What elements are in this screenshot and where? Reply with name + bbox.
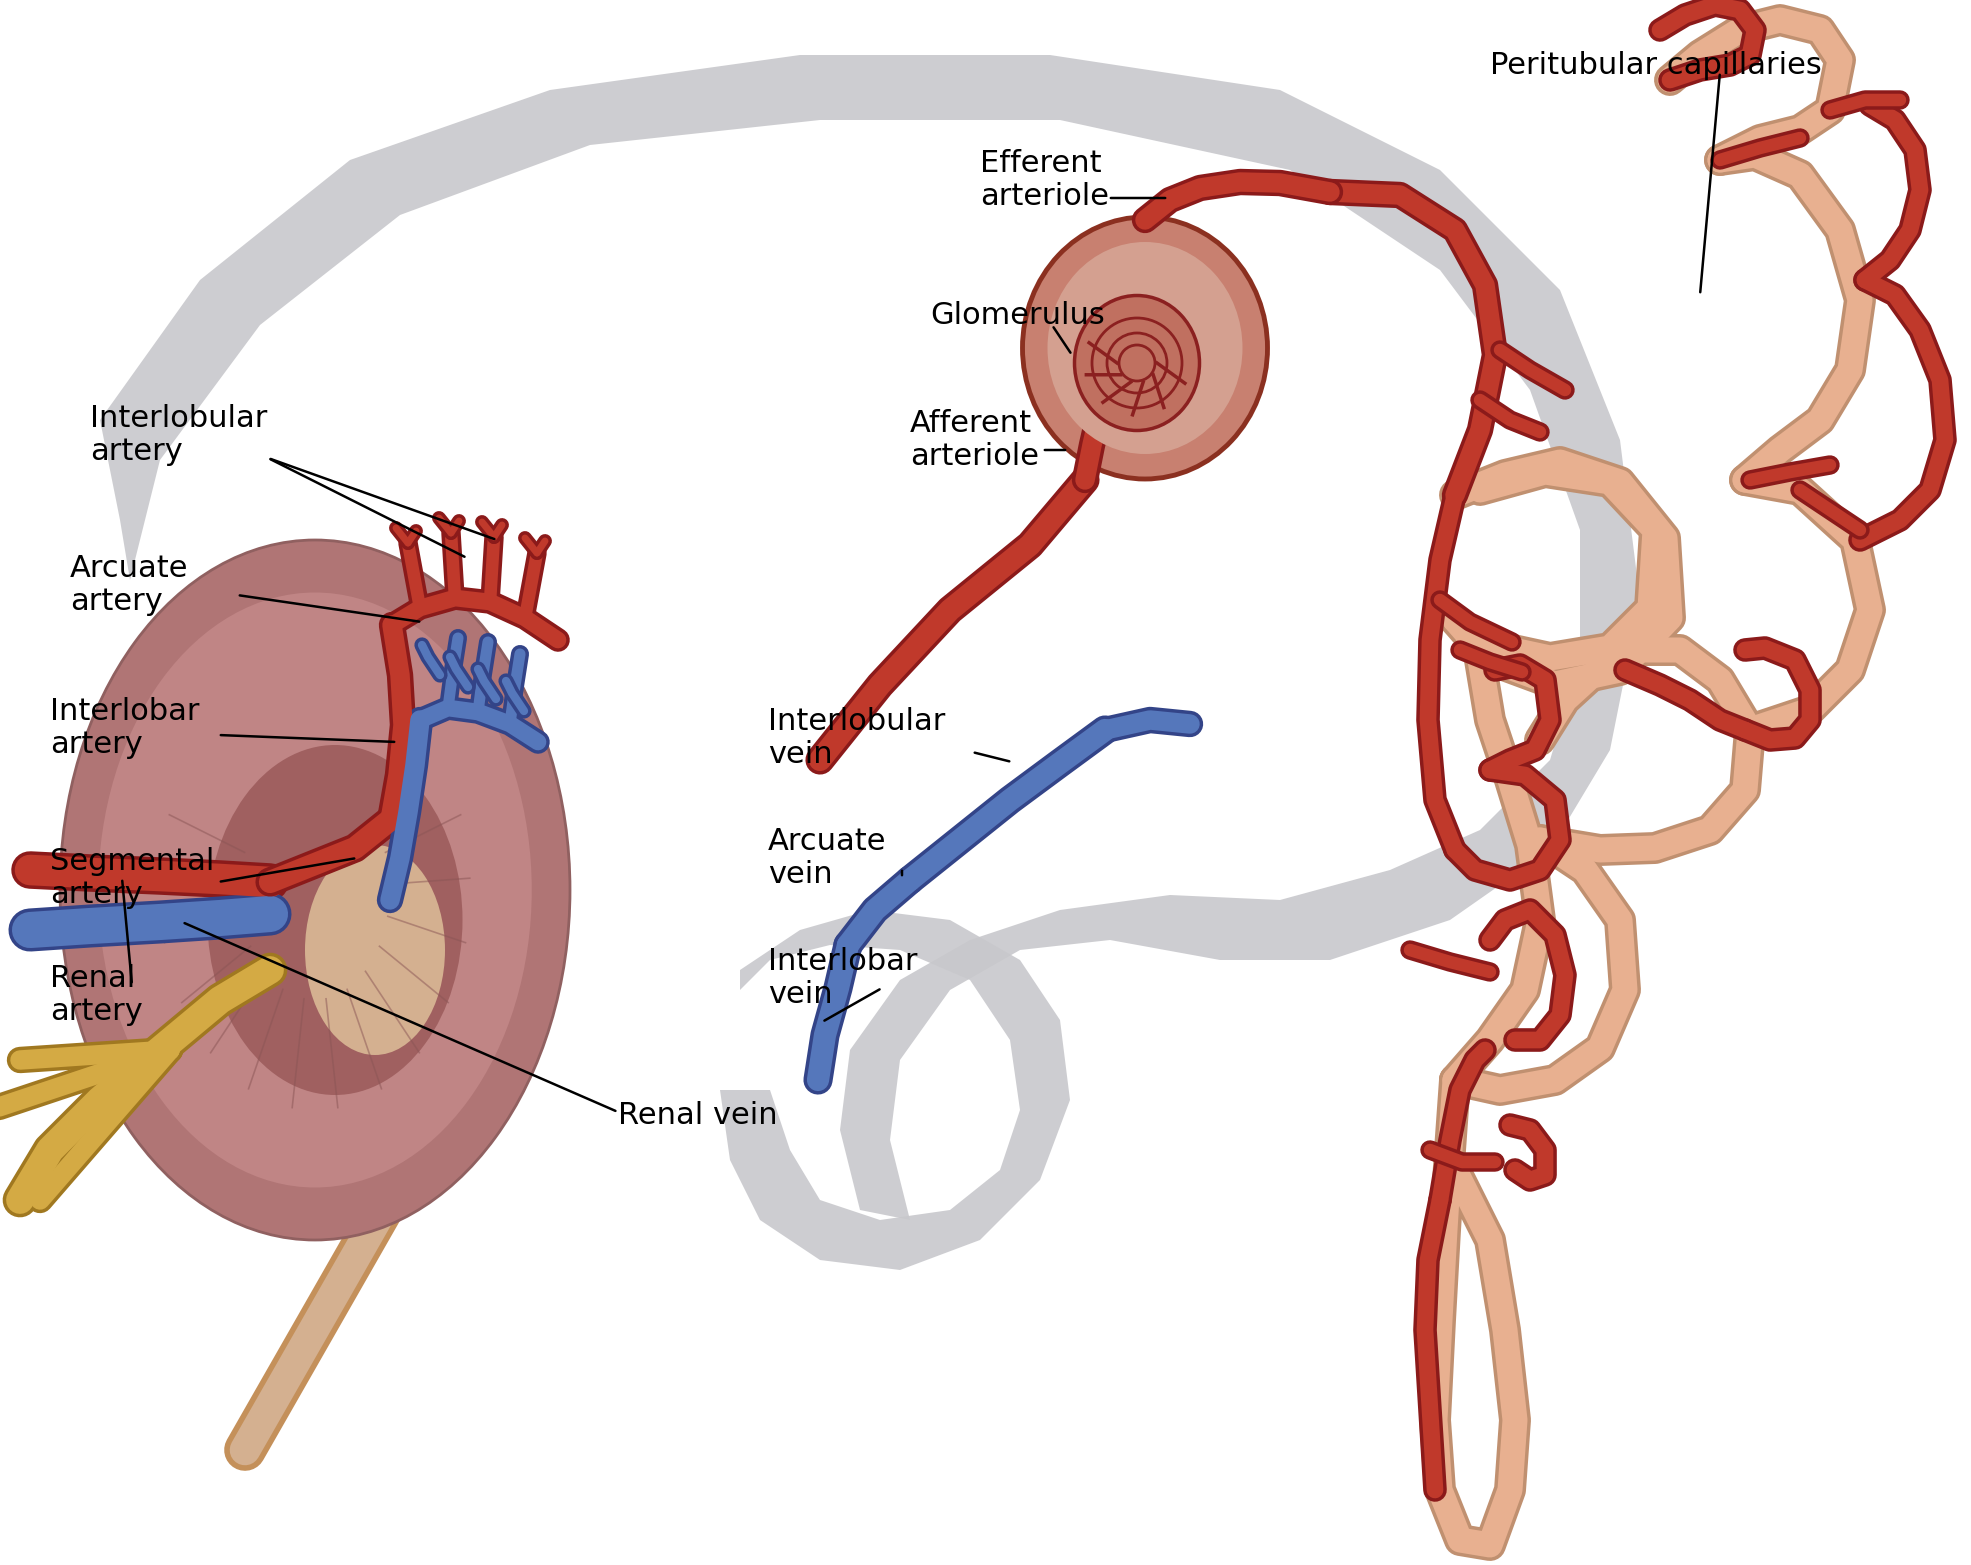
Text: Arcuate
artery: Arcuate artery <box>71 554 189 617</box>
Ellipse shape <box>59 540 570 1239</box>
Ellipse shape <box>207 745 463 1096</box>
Text: Efferent
arteriole: Efferent arteriole <box>980 149 1110 211</box>
Text: Interlobular
artery: Interlobular artery <box>91 404 268 466</box>
Text: Interlobar
vein: Interlobar vein <box>769 947 917 1009</box>
Text: Arcuate
vein: Arcuate vein <box>769 826 887 889</box>
Ellipse shape <box>1047 243 1242 454</box>
Ellipse shape <box>306 845 445 1055</box>
Ellipse shape <box>1074 296 1200 430</box>
Text: Renal
artery: Renal artery <box>49 964 142 1027</box>
Text: Interlobar
artery: Interlobar artery <box>49 696 199 759</box>
Ellipse shape <box>1023 218 1267 479</box>
Text: Interlobular
vein: Interlobular vein <box>769 707 946 770</box>
Text: Renal vein: Renal vein <box>619 1100 779 1130</box>
Polygon shape <box>101 55 1640 1221</box>
Text: Segmental
artery: Segmental artery <box>49 847 215 909</box>
Ellipse shape <box>99 593 532 1188</box>
Polygon shape <box>719 909 1070 1271</box>
Text: Glomerulus: Glomerulus <box>930 300 1106 330</box>
Text: Peritubular capillaries: Peritubular capillaries <box>1490 50 1821 80</box>
Text: Afferent
arteriole: Afferent arteriole <box>911 408 1039 471</box>
